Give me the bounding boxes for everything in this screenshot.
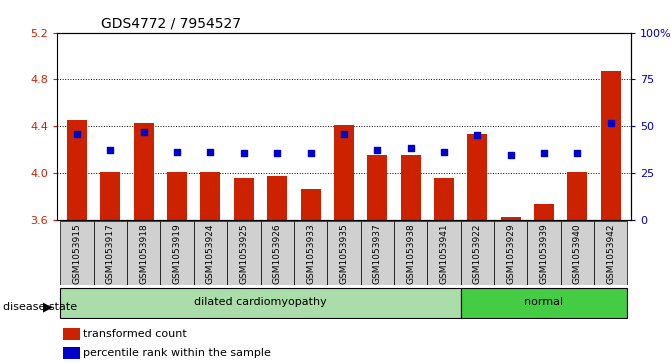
Bar xyxy=(527,221,561,285)
Text: GSM1053942: GSM1053942 xyxy=(606,223,615,284)
Text: GSM1053941: GSM1053941 xyxy=(440,223,448,284)
Point xyxy=(272,150,282,156)
Bar xyxy=(67,120,87,220)
Text: GSM1053935: GSM1053935 xyxy=(340,223,348,284)
Text: percentile rank within the sample: percentile rank within the sample xyxy=(83,348,270,358)
Bar xyxy=(63,327,80,340)
Point xyxy=(238,150,249,156)
Point xyxy=(539,150,550,156)
Text: GDS4772 / 7954527: GDS4772 / 7954527 xyxy=(101,16,241,30)
Bar xyxy=(494,221,527,285)
Text: GSM1053938: GSM1053938 xyxy=(406,223,415,284)
Bar xyxy=(201,172,221,220)
Bar xyxy=(294,221,327,285)
Bar xyxy=(460,221,494,285)
Point xyxy=(372,147,382,152)
Bar xyxy=(260,221,294,285)
Text: ▶: ▶ xyxy=(43,300,52,313)
Bar xyxy=(501,217,521,220)
Text: GSM1053922: GSM1053922 xyxy=(473,223,482,284)
Text: GSM1053933: GSM1053933 xyxy=(306,223,315,284)
Text: dilated cardiomyopathy: dilated cardiomyopathy xyxy=(194,297,327,307)
Point xyxy=(439,149,450,155)
Text: GSM1053918: GSM1053918 xyxy=(140,223,148,284)
Text: GSM1053929: GSM1053929 xyxy=(506,223,515,284)
Bar xyxy=(534,204,554,220)
Bar xyxy=(401,155,421,220)
Text: normal: normal xyxy=(525,297,564,307)
Point xyxy=(405,146,416,151)
Bar xyxy=(134,123,154,220)
Bar xyxy=(594,221,627,285)
Bar xyxy=(601,71,621,220)
Point xyxy=(172,149,183,155)
Text: GSM1053915: GSM1053915 xyxy=(72,223,82,284)
Point xyxy=(338,131,349,137)
Text: GSM1053926: GSM1053926 xyxy=(272,223,282,284)
Bar xyxy=(60,221,94,285)
Bar xyxy=(301,189,321,220)
Bar xyxy=(561,221,594,285)
Bar xyxy=(160,221,194,285)
Bar xyxy=(367,155,387,220)
Point xyxy=(138,129,149,135)
Point xyxy=(305,150,316,156)
Text: GSM1053919: GSM1053919 xyxy=(172,223,182,284)
Bar xyxy=(434,178,454,220)
Bar xyxy=(167,172,187,220)
Point xyxy=(205,149,216,155)
Text: GSM1053939: GSM1053939 xyxy=(539,223,548,284)
Point xyxy=(505,152,516,158)
Bar xyxy=(63,347,80,359)
Point xyxy=(605,120,616,126)
Text: GSM1053924: GSM1053924 xyxy=(206,223,215,284)
Bar xyxy=(568,172,587,220)
Bar xyxy=(194,221,227,285)
Bar xyxy=(234,178,254,220)
Point xyxy=(72,131,83,137)
Bar xyxy=(334,125,354,220)
Bar xyxy=(94,221,127,285)
Bar xyxy=(360,221,394,285)
Text: GSM1053925: GSM1053925 xyxy=(240,223,248,284)
Text: disease state: disease state xyxy=(3,302,77,312)
Bar xyxy=(460,288,627,318)
Text: GSM1053937: GSM1053937 xyxy=(373,223,382,284)
Bar xyxy=(101,172,120,220)
Bar xyxy=(127,221,160,285)
Point xyxy=(105,147,116,152)
Bar xyxy=(467,134,487,220)
Point xyxy=(472,132,482,138)
Text: GSM1053940: GSM1053940 xyxy=(573,223,582,284)
Text: GSM1053917: GSM1053917 xyxy=(106,223,115,284)
Bar xyxy=(227,221,260,285)
Bar xyxy=(327,221,360,285)
Text: transformed count: transformed count xyxy=(83,329,187,339)
Point xyxy=(572,150,582,156)
Bar xyxy=(394,221,427,285)
Bar xyxy=(60,288,460,318)
Bar xyxy=(267,176,287,220)
Bar xyxy=(427,221,460,285)
